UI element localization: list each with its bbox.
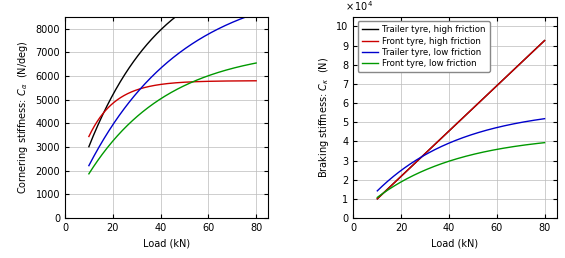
Y-axis label: Braking stiffness: $C_{\kappa}$  (N): Braking stiffness: $C_{\kappa}$ (N): [317, 57, 331, 178]
Y-axis label: Cornering stiffness: $C_{\alpha}$  (N/deg): Cornering stiffness: $C_{\alpha}$ (N/deg…: [16, 41, 30, 194]
X-axis label: Load (kN): Load (kN): [432, 238, 479, 248]
X-axis label: Load (kN): Load (kN): [143, 238, 190, 248]
Legend: Trailer tyre, high friction, Front tyre, high friction, Trailer tyre, low fricti: Trailer tyre, high friction, Front tyre,…: [358, 21, 490, 72]
Text: $\times\,10^4$: $\times\,10^4$: [345, 0, 373, 13]
